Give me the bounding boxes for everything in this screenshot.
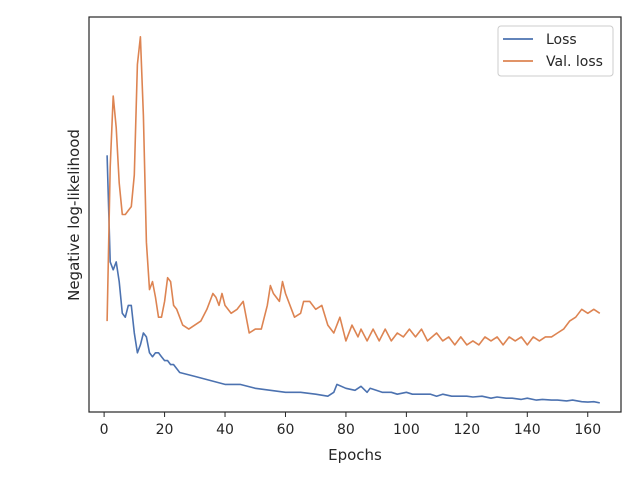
legend: Loss Val. loss <box>497 25 614 77</box>
axes-frame <box>88 16 622 413</box>
series-line-1 <box>106 36 601 346</box>
legend-label-0: Loss <box>546 32 577 48</box>
x-tick-label: 40 <box>216 422 234 438</box>
x-axis-ticks: 0 20 40 60 80 100 120 140 160 <box>100 412 601 438</box>
x-tick-label: 0 <box>100 422 109 438</box>
x-tick-label: 160 <box>574 422 601 438</box>
x-tick-label: 80 <box>337 422 355 438</box>
legend-label-1: Val. loss <box>546 54 603 70</box>
x-tick-label: 20 <box>156 422 174 438</box>
x-axis-label: Epochs <box>328 446 382 464</box>
x-tick-label: 140 <box>514 422 541 438</box>
series-line-0 <box>106 155 600 404</box>
y-axis-label: Negative log-likelihood <box>65 129 83 301</box>
x-tick-label: 100 <box>393 422 420 438</box>
x-tick-label: 60 <box>277 422 295 438</box>
x-tick-label: 120 <box>453 422 480 438</box>
plot-area <box>88 16 622 413</box>
